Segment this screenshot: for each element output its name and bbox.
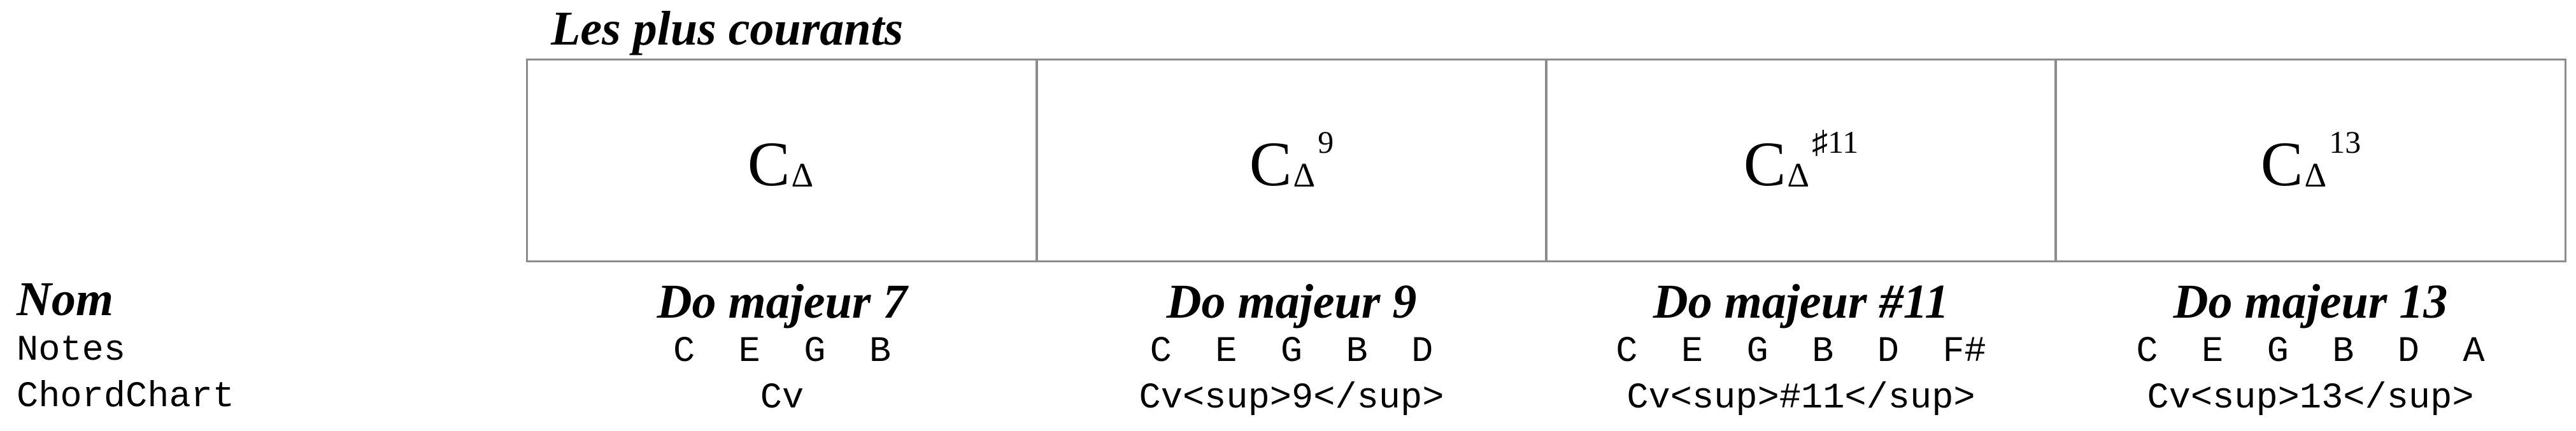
chord-quality: Δ	[791, 156, 814, 194]
chord-column: C Δ ♯11 Do majeur #11 C E G B D F# Cv<su…	[1545, 59, 2057, 421]
chord-root: C	[1249, 129, 1292, 199]
chord-column: C Δ 9 Do majeur 9 C E G B D Cv<sup>9</su…	[1035, 59, 1548, 421]
chord-chordchart: Cv	[760, 378, 804, 419]
chord-symbol: C Δ	[748, 132, 816, 196]
chord-column: C Δ 13 Do majeur 13 C E G B D A Cv<sup>1…	[2054, 59, 2566, 421]
chord-chordchart: Cv<sup>#11</sup>	[1626, 378, 1975, 419]
chord-name: Do majeur #11	[1653, 275, 1949, 329]
chord-symbol: C Δ 9	[1249, 126, 1334, 199]
chord-column: C Δ Do majeur 7 C E G B Cv	[526, 59, 1038, 421]
chord-notes: C E G B D	[1149, 332, 1434, 372]
chord-root: C	[747, 129, 790, 199]
chord-root: C	[1743, 129, 1786, 199]
chord-symbol-box: C Δ 13	[2054, 59, 2566, 262]
chord-symbol-box: C Δ 9	[1035, 59, 1548, 262]
chord-root: C	[2260, 129, 2303, 199]
chord-symbol: C Δ ♯11	[1743, 126, 1859, 199]
chord-symbol-box: C Δ ♯11	[1545, 59, 2057, 262]
chord-symbol-box: C Δ	[526, 59, 1038, 262]
chord-quality: Δ	[1787, 156, 1810, 194]
chord-quality: Δ	[1293, 156, 1316, 194]
chord-chordchart: Cv<sup>13</sup>	[2147, 378, 2474, 419]
chord-extension: 9	[1318, 124, 1334, 160]
chord-name: Do majeur 9	[1166, 275, 1417, 329]
chord-notes: C E G B D A	[2136, 332, 2485, 372]
row-label-name: Nom	[17, 272, 113, 326]
chord-chordchart: Cv<sup>9</sup>	[1139, 378, 1444, 419]
chord-notes: C E G B D F#	[1616, 332, 1986, 372]
row-label-notes: Notes	[17, 330, 126, 371]
chord-name: Do majeur 7	[657, 275, 907, 329]
chord-name: Do majeur 13	[2173, 275, 2448, 329]
row-label-chordchart: ChordChart	[17, 377, 235, 418]
chord-extension: 13	[2329, 124, 2361, 160]
chord-symbol: C Δ 13	[2260, 126, 2361, 199]
chord-notes: C E G B	[672, 332, 892, 372]
chord-extension: ♯11	[1812, 124, 1859, 160]
section-title: Les plus courants	[551, 2, 904, 55]
chord-quality: Δ	[2304, 156, 2327, 194]
